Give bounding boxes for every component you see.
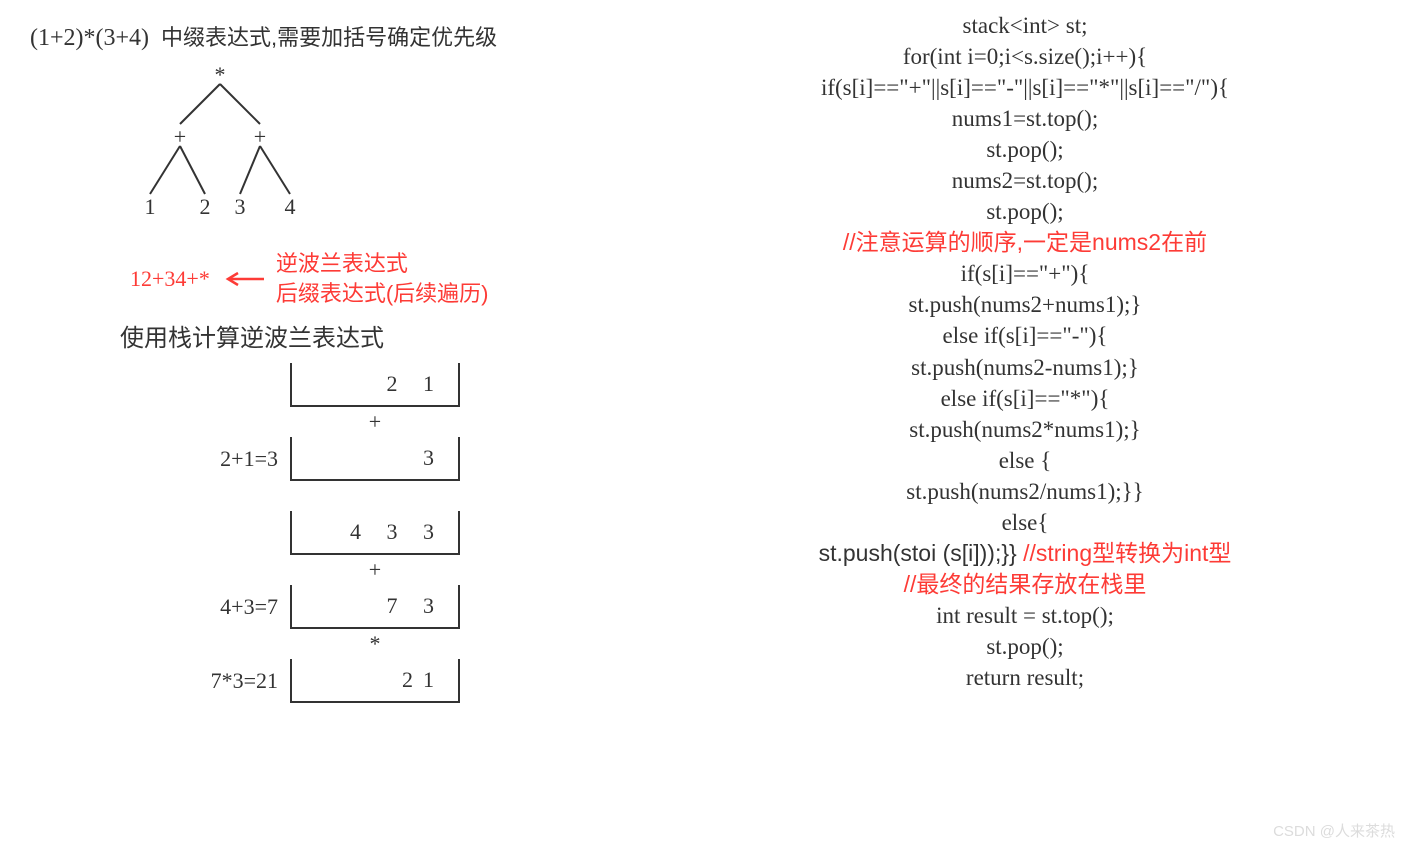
code-line: else if(s[i]=="-"){: [650, 320, 1400, 351]
stack-step: 2 1: [180, 363, 600, 407]
stack-steps: 2 1+2+1=334 3 3+4+3=77 3*7*3=2121: [180, 363, 600, 703]
code-line: st.push(stoi (s[i]));}} //string型转换为int型: [650, 538, 1400, 569]
code-line: nums2=st.top();: [650, 165, 1400, 196]
code-line: if(s[i]=="+"){: [650, 258, 1400, 289]
tree-node: 3: [235, 194, 246, 219]
operator-symbol: +: [290, 557, 460, 583]
arrow-left-icon: [222, 270, 266, 288]
tree-node: *: [215, 62, 226, 87]
infix-expression: (1+2)*(3+4): [30, 25, 149, 52]
code-line: st.push(nums2*nums1);}: [650, 414, 1400, 445]
infix-caption: 中缀表达式,需要加括号确定优先级: [161, 20, 497, 52]
rpn-caption-line2: 后缀表达式(后续遍历): [276, 279, 489, 309]
code-comment: //string型转换为int型: [1023, 540, 1231, 566]
tree-node: +: [254, 124, 266, 149]
code-line: return result;: [650, 662, 1400, 693]
step-label: 7*3=21: [180, 668, 290, 694]
rpn-caption: 逆波兰表达式 后缀表达式(后续遍历): [276, 249, 489, 308]
stack-box: 4 3 3: [290, 511, 460, 555]
stack-box: 2 1: [290, 363, 460, 407]
rpn-row: 12+34+* 逆波兰表达式 后缀表达式(后续遍历): [130, 249, 600, 308]
tree-node: 2: [200, 194, 211, 219]
code-line: st.pop();: [650, 134, 1400, 165]
code-line: int result = st.top();: [650, 600, 1400, 631]
code-line: //最终的结果存放在栈里: [650, 569, 1400, 600]
stack-box: 21: [290, 659, 460, 703]
code-line: if(s[i]=="+"||s[i]=="-"||s[i]=="*"||s[i]…: [650, 72, 1400, 103]
stack-eval-title: 使用栈计算逆波兰表达式: [120, 318, 600, 353]
stack-step: 7*3=2121: [180, 659, 600, 703]
left-panel: (1+2)*(3+4) 中缀表达式,需要加括号确定优先级 *++1234 12+…: [30, 20, 600, 705]
tree-node: 1: [145, 194, 156, 219]
tree-node: +: [174, 124, 186, 149]
rpn-caption-line1: 逆波兰表达式: [276, 249, 489, 279]
code-line: st.push(nums2/nums1);}}: [650, 476, 1400, 507]
tree-node: 4: [285, 194, 296, 219]
code-line: else {: [650, 445, 1400, 476]
code-line: else if(s[i]=="*"){: [650, 383, 1400, 414]
code-line: st.pop();: [650, 196, 1400, 227]
expression-tree: * + +1 23 4: [120, 58, 330, 233]
stack-step: 4+3=77 3: [180, 585, 600, 629]
infix-title-row: (1+2)*(3+4) 中缀表达式,需要加括号确定优先级: [30, 20, 600, 52]
code-line: st.push(nums2-nums1);}: [650, 352, 1400, 383]
code-line: nums1=st.top();: [650, 103, 1400, 134]
code-line: else{: [650, 507, 1400, 538]
rpn-text: 12+34+*: [130, 266, 210, 292]
code-line: for(int i=0;i<s.size();i++){: [650, 41, 1400, 72]
operator-symbol: *: [290, 631, 460, 657]
code-line: st.pop();: [650, 631, 1400, 662]
step-label: 2+1=3: [180, 446, 290, 472]
stack-step: 4 3 3: [180, 511, 600, 555]
code-line: st.push(nums2+nums1);}: [650, 289, 1400, 320]
code-line: stack<int> st;: [650, 10, 1400, 41]
operator-symbol: +: [290, 409, 460, 435]
code-line: //注意运算的顺序,一定是nums2在前: [650, 227, 1400, 258]
watermark: CSDN @人来茶热: [1273, 820, 1395, 841]
code-block: stack<int> st;for(int i=0;i<s.size();i++…: [650, 10, 1400, 693]
step-label: 4+3=7: [180, 594, 290, 620]
stack-box: 7 3: [290, 585, 460, 629]
stack-step: 2+1=33: [180, 437, 600, 481]
stack-box: 3: [290, 437, 460, 481]
